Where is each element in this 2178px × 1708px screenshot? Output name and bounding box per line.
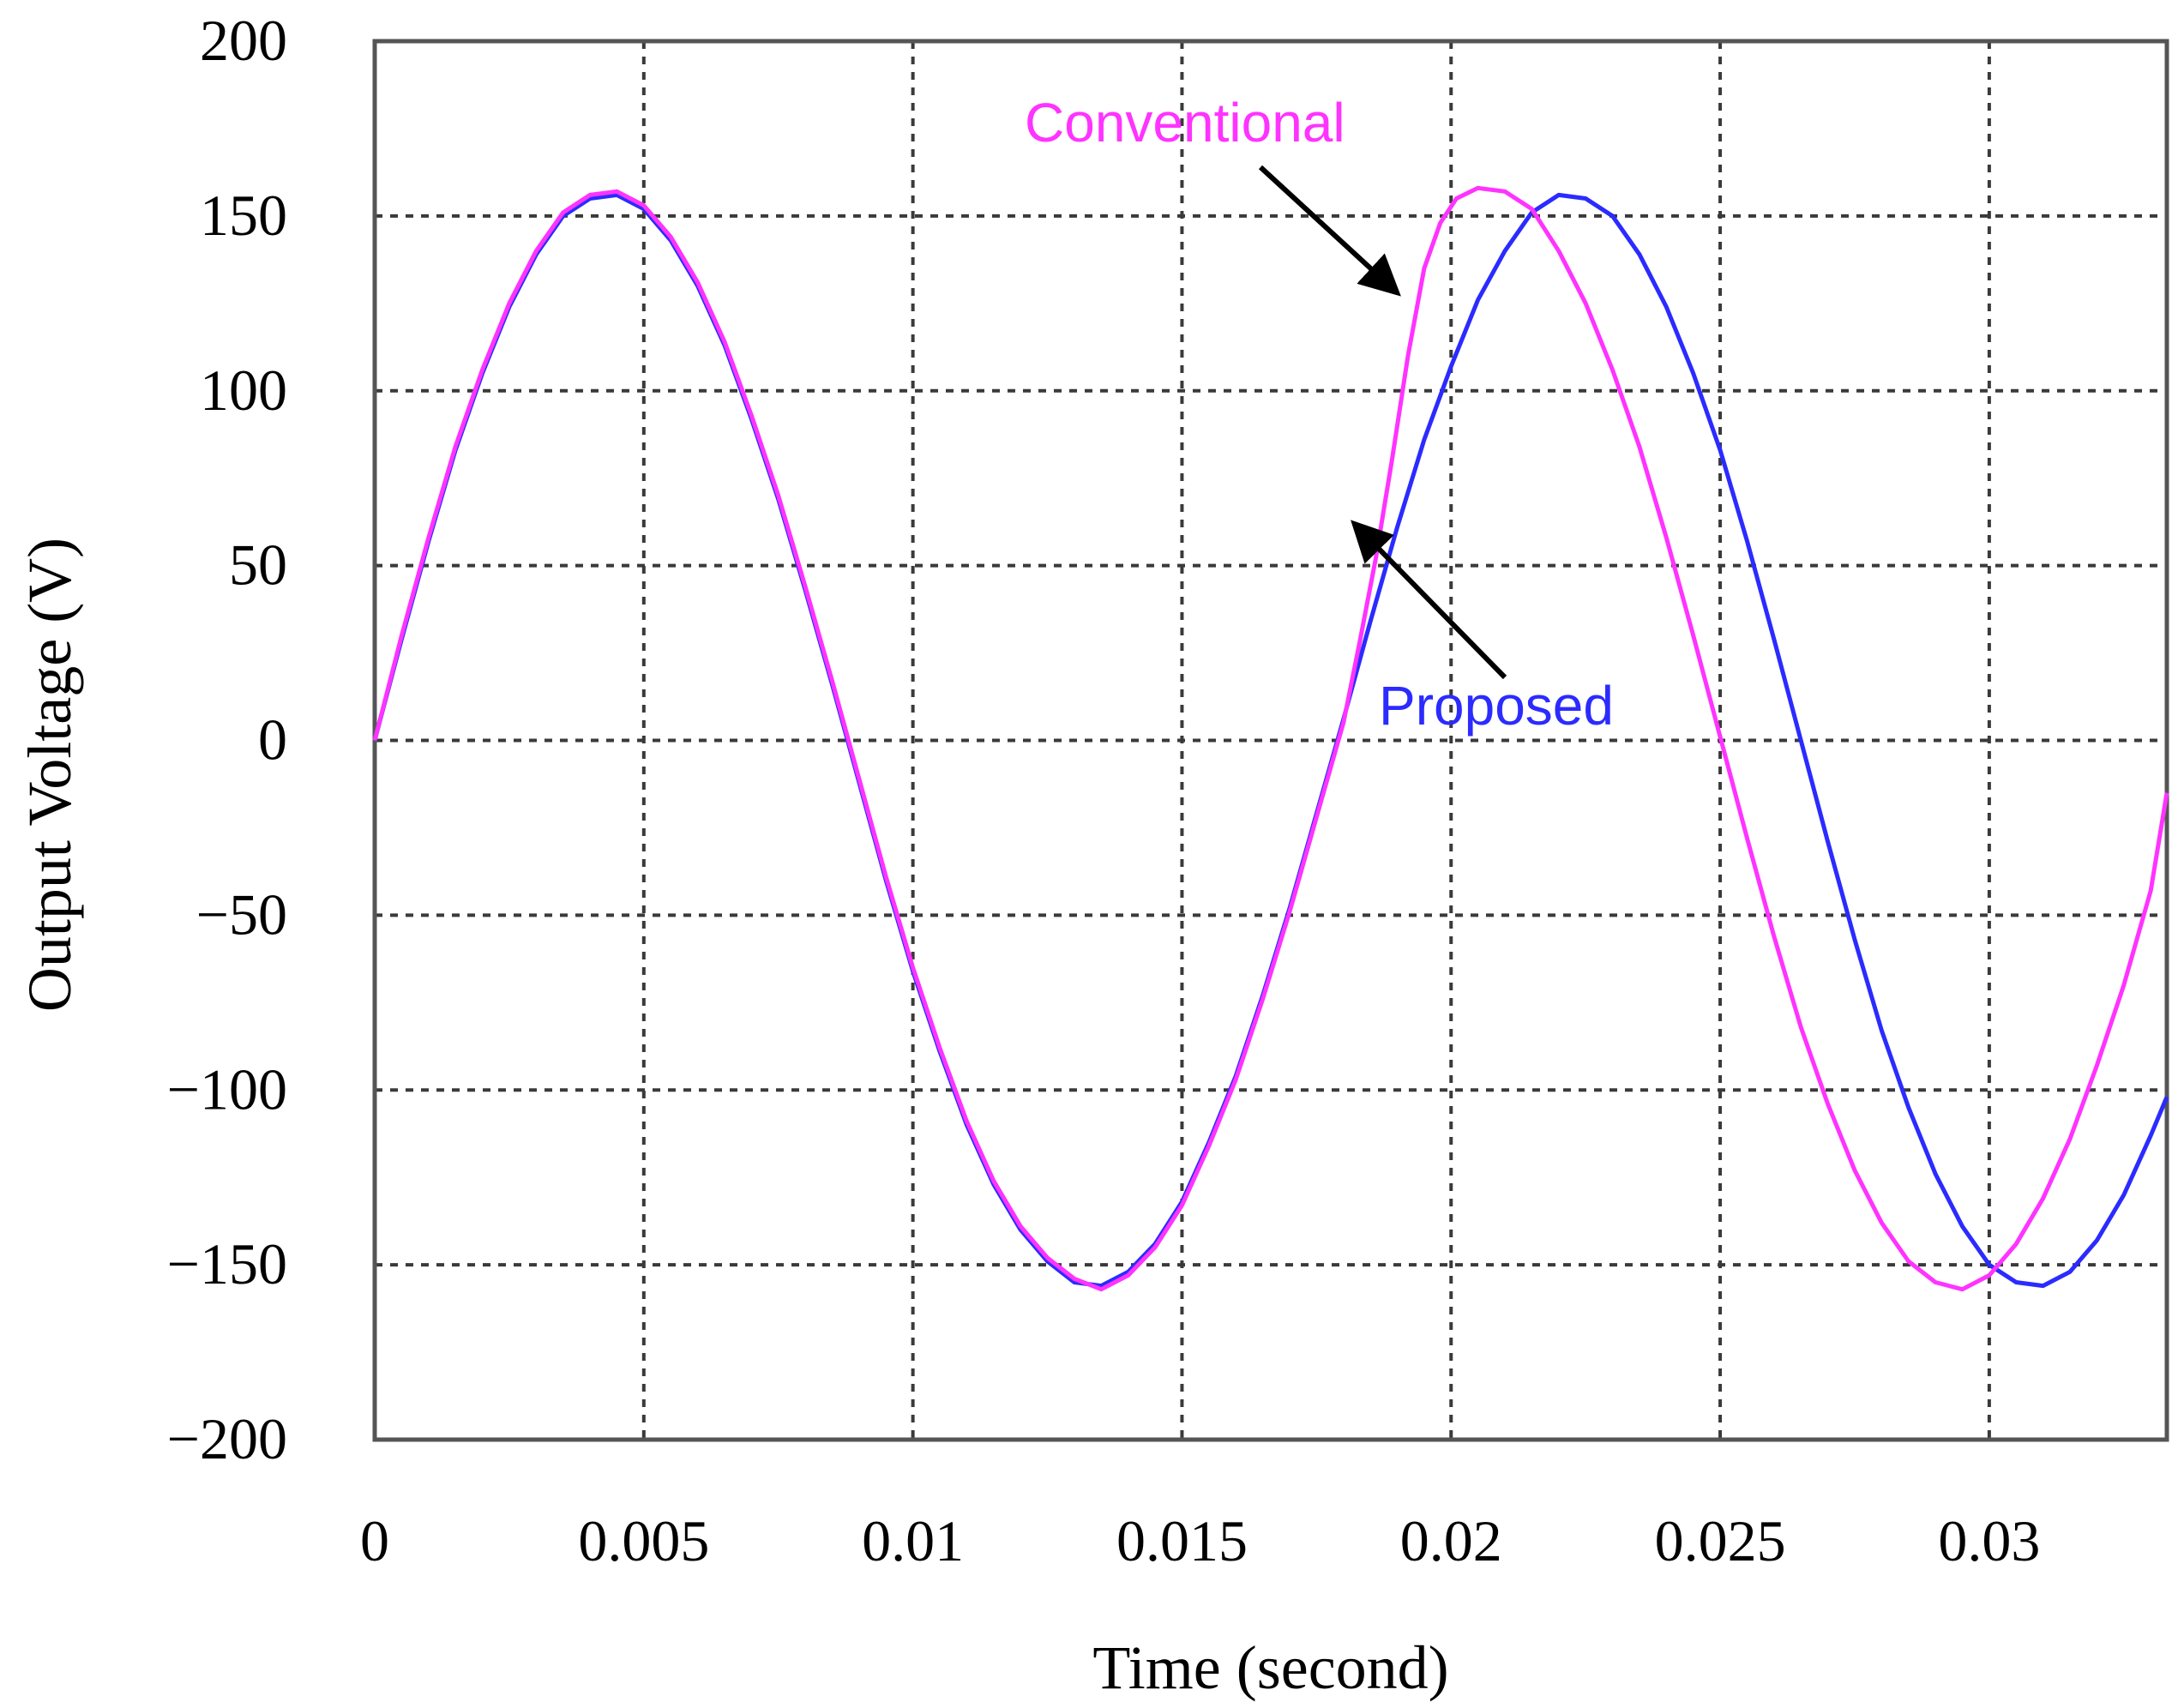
y-axis-label: Output Voltage (V) — [15, 538, 84, 1012]
y-tick-label: 50 — [229, 532, 287, 598]
annotation-label-conventional: Conventional — [1025, 92, 1345, 153]
x-tick-label: 0.015 — [1116, 1508, 1248, 1573]
y-tick-label: −100 — [167, 1056, 287, 1122]
annotation-label-proposed: Proposed — [1379, 675, 1614, 737]
y-tick-label: 100 — [200, 358, 287, 423]
x-axis-label: Time (second) — [1092, 1633, 1448, 1702]
y-tick-label: 200 — [200, 8, 287, 73]
x-tick-label: 0.005 — [578, 1508, 709, 1573]
y-tick-labels: 200 150 100 50 0 −50 −100 −150 −200 — [167, 8, 287, 1471]
y-tick-label: 0 — [258, 707, 287, 773]
x-tick-label: 0.03 — [1938, 1508, 2040, 1573]
y-tick-label: −200 — [167, 1406, 287, 1471]
annotations: Conventional Proposed — [1025, 92, 1614, 737]
annotation-arrow — [1351, 520, 1507, 680]
annotation-arrow — [1258, 165, 1401, 297]
y-tick-label: 150 — [200, 183, 287, 248]
x-tick-labels: 0 0.005 0.01 0.015 0.02 0.025 0.03 — [360, 1508, 2040, 1573]
x-tick-label: 0 — [360, 1508, 389, 1573]
series-line-conventional — [372, 185, 2169, 1292]
x-tick-label: 0.02 — [1400, 1508, 1502, 1573]
x-tick-label: 0.01 — [862, 1508, 964, 1573]
y-tick-label: −50 — [196, 881, 287, 947]
series-layer — [372, 185, 2169, 1292]
x-tick-label: 0.025 — [1655, 1508, 1786, 1573]
y-tick-label: −150 — [167, 1231, 287, 1296]
